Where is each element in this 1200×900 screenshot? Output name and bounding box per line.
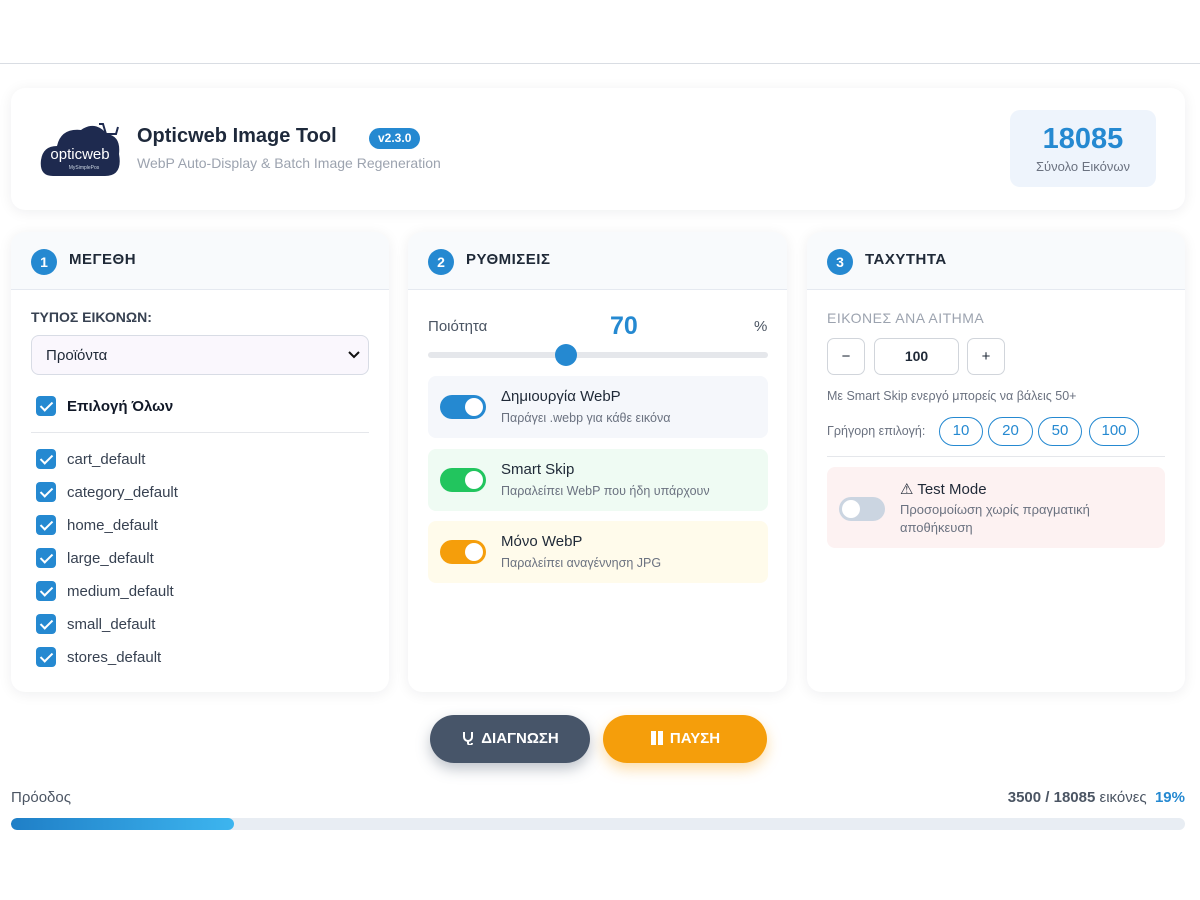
size-label: large_default — [67, 550, 154, 567]
hint: Με Smart Skip ενεργό μπορείς να βάλεις 5… — [827, 389, 1077, 403]
toggle-description: Παραλείπει WebP που ήδη υπάρχουν — [501, 483, 710, 498]
quality-thumb[interactable] — [555, 344, 577, 366]
panel-title: ΜΕΓΕΘΗ — [69, 251, 137, 268]
total-box: 18085 Σύνολο Εικόνων — [1010, 110, 1156, 187]
quality-unit: % — [754, 318, 768, 335]
progress-done: 3500 — [1007, 789, 1042, 806]
pause-icon — [650, 731, 663, 745]
panel-number: 3 — [827, 249, 853, 275]
panel-header — [408, 232, 787, 290]
logo: opticweb MySimplePos — [40, 123, 120, 176]
per-request-label: ΕΙΚΟΝΕΣ ΑΝΑ ΑΙΤΗΜΑ — [827, 310, 985, 326]
stethoscope-icon — [463, 732, 474, 746]
select-all-checkbox[interactable] — [36, 396, 56, 416]
top-divider — [0, 63, 1200, 64]
quick-option[interactable]: 100 — [1089, 417, 1139, 446]
toggle-title: Δημιουργία WebP — [501, 388, 621, 405]
header-card: opticweb MySimplePos Opticweb Image Tool… — [11, 88, 1185, 210]
per-request-input[interactable]: 100 — [874, 338, 959, 375]
size-label: category_default — [67, 484, 178, 501]
app-title: Opticweb Image Tool — [137, 125, 337, 147]
image-type-label: ΤΥΠΟΣ ΕΙΚΟΝΩΝ: — [31, 309, 152, 325]
select-arrow — [348, 351, 360, 359]
total-value: 18085 — [1042, 123, 1124, 155]
total-label: Σύνολο Εικόνων — [1035, 159, 1131, 174]
app-subtitle: WebP Auto-Display & Batch Image Regenera… — [137, 155, 441, 171]
panel-title: ΤΑΧΥΤΗΤΑ — [865, 251, 947, 268]
size-label: stores_default — [67, 649, 162, 666]
size-checkbox[interactable] — [36, 581, 56, 601]
toggle-description: Παράγει .webp για κάθε εικόνα — [501, 411, 671, 425]
size-checkbox[interactable] — [36, 449, 56, 469]
divider — [31, 432, 369, 433]
quality-track — [428, 352, 768, 358]
diagnose-label: ΔΙΑΓΝΩΣΗ — [481, 730, 559, 747]
size-label: small_default — [67, 616, 156, 633]
panel-header — [807, 232, 1185, 290]
quick-label: Γρήγορη επιλογή: — [827, 424, 926, 438]
size-checkbox[interactable] — [36, 482, 56, 502]
progress-percent: 19% — [1154, 789, 1185, 806]
panel-number: 1 — [31, 249, 57, 275]
test-mode-title: ⚠ Test Mode — [900, 481, 987, 498]
progress-count: 3500 / 18085 εικόνες 19% — [1008, 789, 1185, 806]
size-checkbox[interactable] — [36, 548, 56, 568]
quick-option[interactable]: 50 — [1038, 417, 1082, 446]
quality-value: 70 — [610, 312, 638, 340]
quality-label: Ποιότητα — [428, 318, 488, 335]
image-type-select[interactable]: Προϊόντα — [31, 335, 369, 375]
settings-panel: 2 ΡΥΘΜΙΣΕΙΣ Ποιότητα 70 % Δημιουργία Web… — [408, 232, 787, 692]
quick-option[interactable]: 20 — [988, 417, 1033, 446]
progress-track — [11, 818, 1185, 830]
progress-label: Πρόοδος — [11, 789, 71, 806]
panel-header — [11, 232, 389, 290]
size-checkbox[interactable] — [36, 614, 56, 634]
pause-button[interactable]: ΠΑΥΣΗ — [603, 715, 767, 763]
size-label: medium_default — [67, 583, 174, 600]
progress-separator: / — [1045, 789, 1050, 806]
toggle-description: Παραλείπει αναγέννηση JPG — [501, 556, 662, 570]
panel-number: 2 — [428, 249, 454, 275]
divider — [827, 456, 1165, 457]
test-mode-description: Προσομοίωση χωρίς πραγματική αποθήκευση — [900, 502, 1090, 535]
toggle-card: Δημιουργία WebP Παράγει .webp για κάθε ει… — [428, 376, 768, 438]
test-mode-box: ⚠ Test Mode Προσομοίωση χωρίς πραγματική… — [827, 467, 1165, 548]
toggle[interactable] — [440, 395, 486, 419]
version-badge: v2.3.0 — [369, 128, 421, 149]
toggle[interactable] — [440, 467, 486, 492]
progress-unit: εικόνες — [1099, 789, 1147, 806]
select-value: Προϊόντα — [46, 347, 108, 364]
logo-subtext: MySimplePos — [69, 165, 100, 171]
toggle-card: Μόνο WebP Παραλείπει αναγέννηση JPG — [428, 521, 768, 583]
toggle-title: Μόνο WebP — [501, 533, 583, 550]
logo-text: opticweb — [50, 146, 109, 163]
quick-option[interactable]: 10 — [939, 417, 983, 446]
decrement-button[interactable]: − — [827, 338, 865, 375]
size-label: home_default — [67, 517, 158, 534]
toggle[interactable] — [440, 540, 486, 564]
diagnose-button[interactable]: ΔΙΑΓΝΩΣΗ — [430, 715, 590, 763]
progress-fill — [11, 818, 235, 830]
increment-button[interactable]: + — [967, 338, 1005, 375]
toggle-card: Smart Skip Παραλείπει WebP που ήδη υπάρχο… — [428, 448, 768, 511]
test-mode-toggle[interactable] — [839, 497, 885, 521]
toggle-title: Smart Skip — [501, 460, 575, 478]
speed-panel: 3 ΤΑΧΥΤΗΤΑ ΕΙΚΟΝΕΣ ΑΝΑ ΑΙΤΗΜΑ − 100 + Με… — [807, 232, 1185, 692]
progress-total: 18085 — [1053, 789, 1096, 806]
size-label: cart_default — [67, 451, 146, 468]
sizes-panel: 1 ΜΕΓΕΘΗ ΤΥΠΟΣ ΕΙΚΟΝΩΝ: Προϊόντα Επιλογή… — [11, 232, 389, 692]
pause-label: ΠΑΥΣΗ — [669, 730, 721, 747]
size-checkbox[interactable] — [36, 647, 56, 667]
select-all-label: Επιλογή Όλων — [67, 398, 174, 415]
panel-title: ΡΥΘΜΙΣΕΙΣ — [466, 251, 551, 268]
size-checkbox[interactable] — [36, 515, 56, 535]
